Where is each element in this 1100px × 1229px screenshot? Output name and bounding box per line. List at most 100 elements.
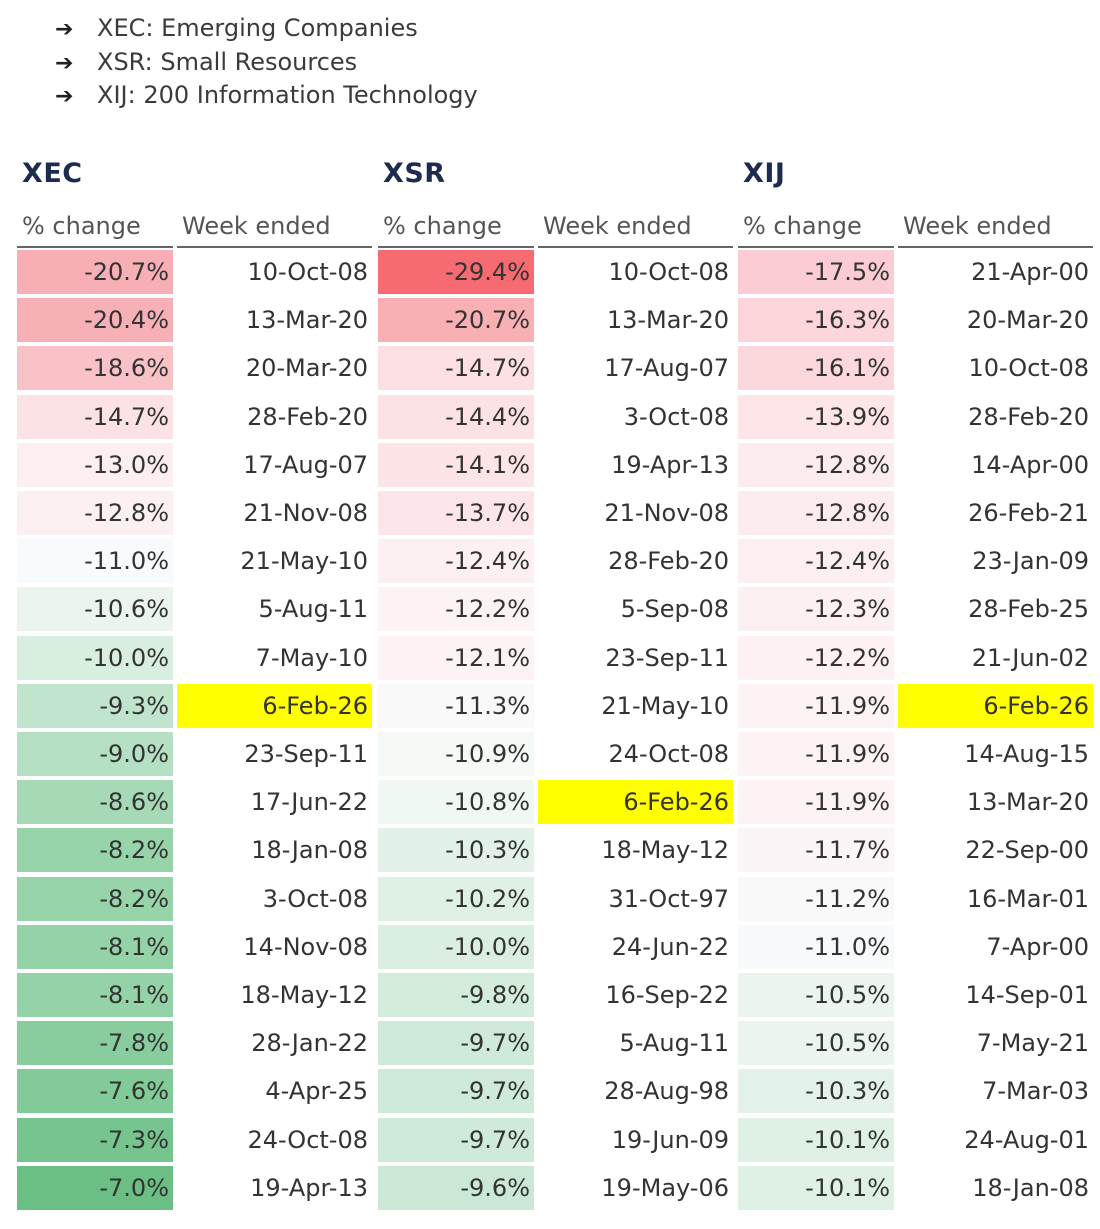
pct-change-cell: -11.9% xyxy=(738,732,894,776)
pct-change-cell: -11.9% xyxy=(738,683,894,728)
week-ended-cell: 21-Nov-08 xyxy=(604,499,729,527)
pct-change-cell: -9.7% xyxy=(378,1021,534,1066)
pct-change-cell: -10.0% xyxy=(17,635,173,680)
week-ended-cell-highlighted: 6-Feb-26 xyxy=(898,683,1093,728)
week-ended-cell: 18-May-12 xyxy=(601,836,729,865)
week-ended-cell: 16-Sep-22 xyxy=(605,981,729,1009)
pct-change-cell: -12.4% xyxy=(738,539,894,584)
pct-change-cell: -7.0% xyxy=(17,1165,173,1210)
legend-label: XSR: Small Resources xyxy=(97,47,358,76)
pct-change-cell: -11.2% xyxy=(738,876,894,921)
week-ended-cell: 21-May-10 xyxy=(240,547,368,576)
pct-change-cell: -14.7% xyxy=(17,394,173,439)
week-ended-cell: 19-Apr-13 xyxy=(611,450,729,479)
pct-change-cell: -10.1% xyxy=(738,1165,894,1210)
week-ended-cell: 23-Sep-11 xyxy=(244,740,368,768)
pct-change-cell: -11.0% xyxy=(17,539,173,584)
pct-change-cell: -10.3% xyxy=(378,828,534,873)
pct-change-cell: -17.5% xyxy=(738,250,894,294)
pct-change-cell: -7.8% xyxy=(17,1021,173,1066)
week-ended-cell: 3-Oct-08 xyxy=(623,402,729,431)
table-xij: XIJ % change Week ended -17.5% 21-Apr-00 -16.… xyxy=(738,150,1098,1220)
week-ended-cell: 3-Oct-08 xyxy=(262,884,368,913)
week-ended-cell: 24-Oct-08 xyxy=(247,1125,368,1154)
week-ended-cell: 28-Jan-22 xyxy=(251,1029,368,1058)
pct-change-cell: -8.1% xyxy=(17,924,173,969)
week-ended-cell: 22-Sep-00 xyxy=(965,836,1089,865)
week-ended-cell: 13-Mar-20 xyxy=(245,306,368,335)
pct-change-cell: -13.0% xyxy=(17,442,173,487)
column-header-week-ended: Week ended xyxy=(538,206,733,248)
week-ended-cell: 24-Jun-22 xyxy=(611,932,729,961)
pct-change-cell: -10.5% xyxy=(738,1021,894,1066)
pct-change-cell: -12.3% xyxy=(738,587,894,632)
week-ended-cell: 20-Mar-20 xyxy=(966,306,1089,335)
week-ended-cell: 24-Oct-08 xyxy=(608,740,729,768)
pct-change-cell: -11.9% xyxy=(738,780,894,825)
pct-change-cell: -10.6% xyxy=(17,587,173,632)
week-ended-cell: 4-Apr-25 xyxy=(265,1077,368,1106)
week-ended-cell: 24-Aug-01 xyxy=(964,1125,1089,1154)
pct-change-cell: -9.8% xyxy=(378,973,534,1017)
week-ended-cell: 28-Feb-20 xyxy=(247,402,368,431)
week-ended-cell-highlighted: 6-Feb-26 xyxy=(538,780,733,825)
week-ended-cell: 23-Jan-09 xyxy=(972,547,1089,576)
week-ended-cell: 18-Jan-08 xyxy=(251,836,368,865)
pct-change-cell: -11.3% xyxy=(378,683,534,728)
pct-change-cell: -9.7% xyxy=(378,1117,534,1162)
pct-change-cell: -9.3% xyxy=(17,683,173,728)
table-title: XEC xyxy=(22,158,83,189)
week-ended-cell: 17-Aug-07 xyxy=(604,354,729,383)
week-ended-cell: 31-Oct-97 xyxy=(608,884,729,913)
pct-change-cell: -8.2% xyxy=(17,828,173,873)
week-ended-cell: 26-Feb-21 xyxy=(968,499,1089,527)
legend-item-xec: ➔ XEC: Emerging Companies xyxy=(55,12,478,46)
week-ended-cell: 14-Aug-15 xyxy=(964,740,1089,768)
legend-label: XIJ: 200 Information Technology xyxy=(97,81,478,109)
week-ended-cell: 28-Aug-98 xyxy=(604,1077,729,1106)
pct-change-cell: -12.1% xyxy=(378,635,534,680)
pct-change-cell: -10.5% xyxy=(738,973,894,1017)
arrow-right-icon: ➔ xyxy=(55,17,74,42)
pct-change-cell: -7.3% xyxy=(17,1117,173,1162)
week-ended-cell: 28-Feb-20 xyxy=(608,547,729,576)
week-ended-cell: 7-May-10 xyxy=(255,643,368,672)
pct-change-cell: -9.0% xyxy=(17,732,173,776)
pct-change-cell: -12.8% xyxy=(17,491,173,535)
pct-change-cell: -14.7% xyxy=(378,346,534,391)
arrow-right-icon: ➔ xyxy=(55,50,74,76)
week-ended-cell: 19-Apr-13 xyxy=(250,1173,368,1202)
pct-change-cell: -10.8% xyxy=(378,780,534,825)
column-header-pct-change: % change xyxy=(738,206,894,248)
pct-change-cell: -12.2% xyxy=(378,587,534,632)
pct-change-cell: -9.6% xyxy=(378,1165,534,1210)
week-ended-cell: 21-Apr-00 xyxy=(971,258,1089,286)
legend-item-xij: ➔ XIJ: 200 Information Technology xyxy=(55,79,478,113)
week-ended-cell: 14-Nov-08 xyxy=(243,932,368,961)
table-title: XIJ xyxy=(743,158,786,189)
pct-change-cell: -29.4% xyxy=(378,250,534,294)
week-ended-cell: 23-Sep-11 xyxy=(605,643,729,672)
week-ended-cell: 13-Mar-20 xyxy=(606,306,729,335)
pct-change-cell: -8.1% xyxy=(17,973,173,1017)
week-ended-cell: 19-May-06 xyxy=(601,1173,729,1202)
pct-change-cell: -20.4% xyxy=(17,298,173,343)
pct-change-cell: -10.2% xyxy=(378,876,534,921)
week-ended-cell: 10-Oct-08 xyxy=(968,354,1089,383)
table-title: XSR xyxy=(383,158,446,189)
week-ended-cell: 14-Sep-01 xyxy=(965,981,1089,1009)
pct-change-cell: -10.1% xyxy=(738,1117,894,1162)
pct-change-cell: -7.6% xyxy=(17,1069,173,1114)
week-ended-cell-highlighted: 6-Feb-26 xyxy=(177,683,372,728)
week-ended-cell: 13-Mar-20 xyxy=(966,788,1089,817)
pct-change-cell: -9.7% xyxy=(378,1069,534,1114)
week-ended-cell: 5-Sep-08 xyxy=(620,595,729,624)
pct-change-cell: -13.9% xyxy=(738,394,894,439)
pct-change-cell: -10.3% xyxy=(738,1069,894,1114)
legend-item-xsr: ➔ XSR: Small Resources xyxy=(55,46,478,80)
pct-change-cell: -8.2% xyxy=(17,876,173,921)
week-ended-cell: 10-Oct-08 xyxy=(247,258,368,286)
column-header-week-ended: Week ended xyxy=(177,206,372,248)
pct-change-cell: -12.8% xyxy=(738,491,894,535)
week-ended-cell: 21-Jun-02 xyxy=(971,643,1089,672)
